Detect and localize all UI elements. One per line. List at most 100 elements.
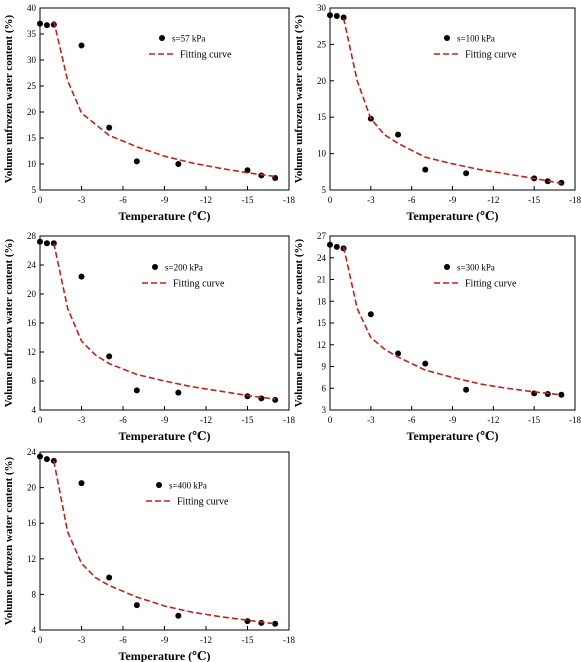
y-tick-label: 12 <box>317 340 326 350</box>
x-axis-title: Temperature (℃) <box>118 209 210 223</box>
data-point <box>340 14 347 21</box>
x-axis-title: Temperature (℃) <box>406 429 498 443</box>
data-point <box>37 20 43 27</box>
x-tick-label: -12 <box>200 195 212 205</box>
y-tick-label: 24 <box>317 253 327 263</box>
y-axis-title: Volume unfrozen water content (%) <box>3 238 15 407</box>
data-point <box>43 22 50 29</box>
data-point <box>50 240 57 247</box>
y-tick-label: 15 <box>27 133 37 143</box>
chart-panel-5: 0 -3 -6 -9 -12 -15 -18 4 8 12 16 20 24 Temperature (℃… <box>3 447 295 662</box>
x-axis-title: Temperature (℃) <box>118 429 210 443</box>
x-axis-title: Temperature (℃) <box>118 649 210 662</box>
y-tick-label: 8 <box>32 376 37 386</box>
y-tick-label: 6 <box>322 383 327 393</box>
legend-label: Fitting curve <box>173 279 225 290</box>
legend-label: s=100 kPa <box>457 34 495 44</box>
plot-frame <box>39 7 290 191</box>
y-tick-label: 20 <box>27 289 37 299</box>
data-point <box>327 241 333 248</box>
data-point <box>333 13 340 20</box>
x-tick-label: -15 <box>242 195 254 205</box>
chart-panel-3: 0 -3 -6 -9 -12 -15 -18 4 8 12 16 20 24 28 Temperature … <box>3 231 295 443</box>
data-point <box>367 311 374 318</box>
legend-label: Fitting curve <box>177 497 229 508</box>
fitting-curve-line <box>342 18 562 185</box>
x-tick-label: -18 <box>569 195 581 205</box>
legend-marker-symbol <box>444 264 450 270</box>
data-point <box>422 166 429 173</box>
legend-marker-symbol <box>152 264 158 270</box>
data-point <box>395 350 402 357</box>
y-tick-label: 40 <box>27 3 37 13</box>
data-point <box>422 360 429 367</box>
x-tick-label: -9 <box>161 195 169 205</box>
x-axis-title: Temperature (℃) <box>406 209 498 223</box>
data-point <box>106 574 113 581</box>
chart-panel-1: 0 -3 -6 -9 -12 -15 -18 5 10 15 20 25 30 35 40 Temperatu… <box>3 3 295 223</box>
x-tick-label: -18 <box>569 415 581 425</box>
data-point <box>133 158 140 165</box>
y-axis-title: Volume unfrozen water content (%) <box>3 14 15 183</box>
data-point <box>175 612 182 619</box>
x-tick-label: -6 <box>408 415 416 425</box>
y-tick-label: 12 <box>27 554 36 564</box>
x-tick-label: 0 <box>38 635 43 645</box>
y-tick-label: 5 <box>322 185 327 195</box>
legend-label: s=300 kPa <box>457 263 495 273</box>
data-point <box>327 12 333 19</box>
y-tick-label: 28 <box>27 231 37 241</box>
data-point <box>272 620 279 627</box>
y-tick-label: 30 <box>27 55 37 65</box>
x-tick-label: -6 <box>119 635 127 645</box>
legend: s=57 kPa Fitting curve <box>149 34 232 61</box>
fitting-curve-line <box>53 20 276 178</box>
data-point <box>463 386 470 393</box>
legend-label: s=57 kPa <box>172 34 205 44</box>
x-tick-label: -3 <box>367 415 375 425</box>
data-point <box>272 396 279 403</box>
x-tick-label: -15 <box>242 415 254 425</box>
y-tick-label: 12 <box>27 347 36 357</box>
fitting-curve-line <box>53 460 276 625</box>
x-tick-label: -15 <box>528 415 540 425</box>
x-tick-label: 0 <box>328 195 333 205</box>
x-tick-label: 0 <box>38 415 43 425</box>
x-tick-label: -15 <box>528 195 540 205</box>
y-tick-label: 20 <box>317 76 327 86</box>
y-tick-label: 24 <box>27 260 37 270</box>
data-point <box>133 602 140 609</box>
data-point <box>133 387 140 394</box>
y-tick-label: 20 <box>27 483 37 493</box>
data-point <box>78 480 85 487</box>
legend-label: Fitting curve <box>465 279 517 290</box>
x-tick-label: 0 <box>38 195 43 205</box>
x-tick-label: -12 <box>200 635 212 645</box>
y-tick-label: 27 <box>317 231 327 241</box>
y-tick-label: 21 <box>317 275 326 285</box>
y-tick-label: 10 <box>317 149 327 159</box>
x-tick-label: -12 <box>487 415 499 425</box>
x-tick-label: -3 <box>78 635 86 645</box>
data-point <box>37 238 43 245</box>
data-point <box>175 389 182 396</box>
plot-frame <box>39 451 290 631</box>
data-point <box>106 124 113 131</box>
y-tick-label: 24 <box>27 447 37 457</box>
y-tick-label: 16 <box>27 518 37 528</box>
x-tick-label: -3 <box>78 195 86 205</box>
chart-panel-2: 0 -3 -6 -9 -12 -15 -18 5 10 15 20 25 30 Temperature (… <box>293 3 581 223</box>
x-tick-label: -6 <box>119 195 127 205</box>
y-tick-label: 9 <box>322 362 327 372</box>
data-point <box>37 453 43 460</box>
data-point <box>175 161 182 167</box>
data-point <box>333 243 340 250</box>
y-tick-label: 18 <box>317 296 327 306</box>
y-tick-label: 16 <box>27 318 37 328</box>
legend: s=300 kPa Fitting curve <box>434 263 517 290</box>
x-tick-label: -9 <box>449 415 457 425</box>
plot-frame <box>329 235 576 411</box>
x-tick-label: -18 <box>283 195 295 205</box>
y-tick-label: 35 <box>27 29 37 39</box>
